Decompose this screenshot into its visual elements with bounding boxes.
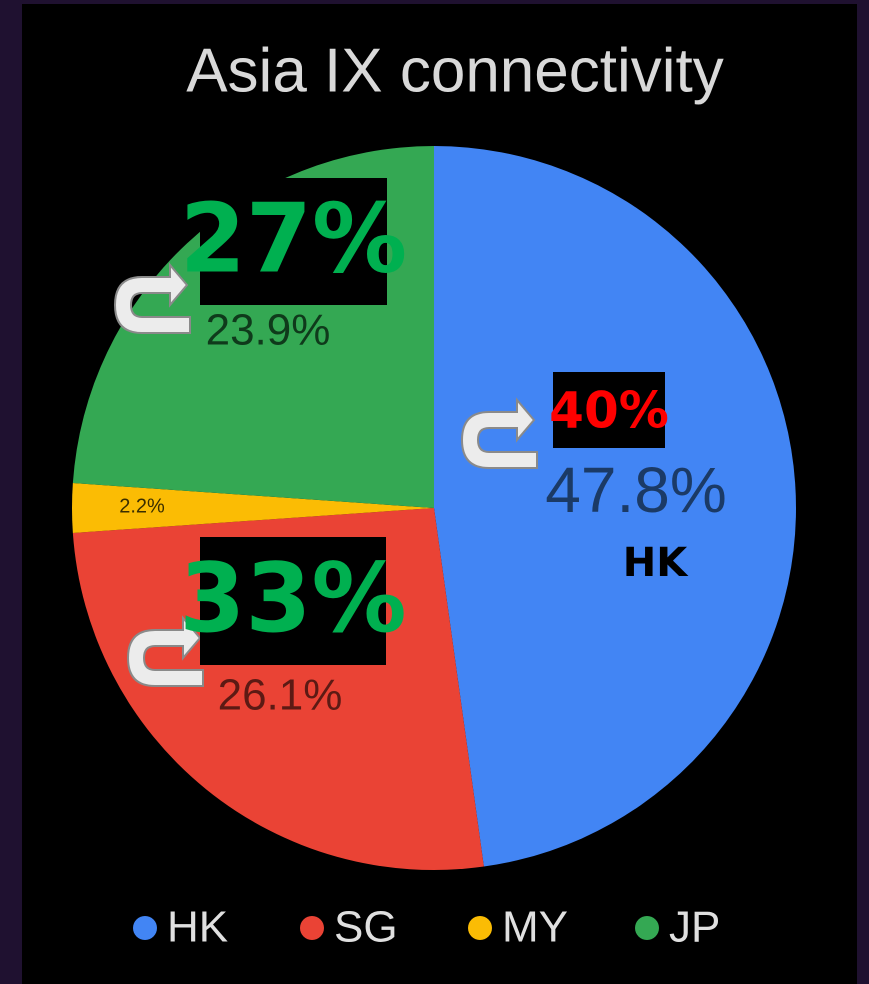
annotation: HK xyxy=(623,540,689,586)
value-label: 23.9% xyxy=(206,306,331,355)
legend-label: SG xyxy=(334,903,398,952)
legend-swatch xyxy=(133,916,157,940)
value-label: 26.1% xyxy=(218,671,343,720)
chart-title: Asia IX connectivity xyxy=(186,36,724,105)
legend-swatch xyxy=(635,916,659,940)
annotation: 33% xyxy=(179,544,406,654)
annotation-box xyxy=(200,537,386,665)
annotation-box xyxy=(553,372,665,448)
legend-label: HK xyxy=(167,903,228,952)
legend-label: JP xyxy=(669,903,720,952)
value-label: 2.2% xyxy=(119,495,165,517)
pie-slice xyxy=(434,146,797,867)
arrow-icon xyxy=(460,397,538,469)
value-label: 47.8% xyxy=(545,454,726,526)
legend-label: MY xyxy=(502,903,568,952)
legend-swatch xyxy=(468,916,492,940)
legend-swatch xyxy=(300,916,324,940)
annotation-box xyxy=(200,178,387,305)
arrow-icon xyxy=(126,615,204,687)
annotation: 40% xyxy=(549,382,669,440)
pie-slice xyxy=(72,483,435,533)
annotation: 27% xyxy=(180,184,407,294)
arrow-icon xyxy=(113,262,191,334)
